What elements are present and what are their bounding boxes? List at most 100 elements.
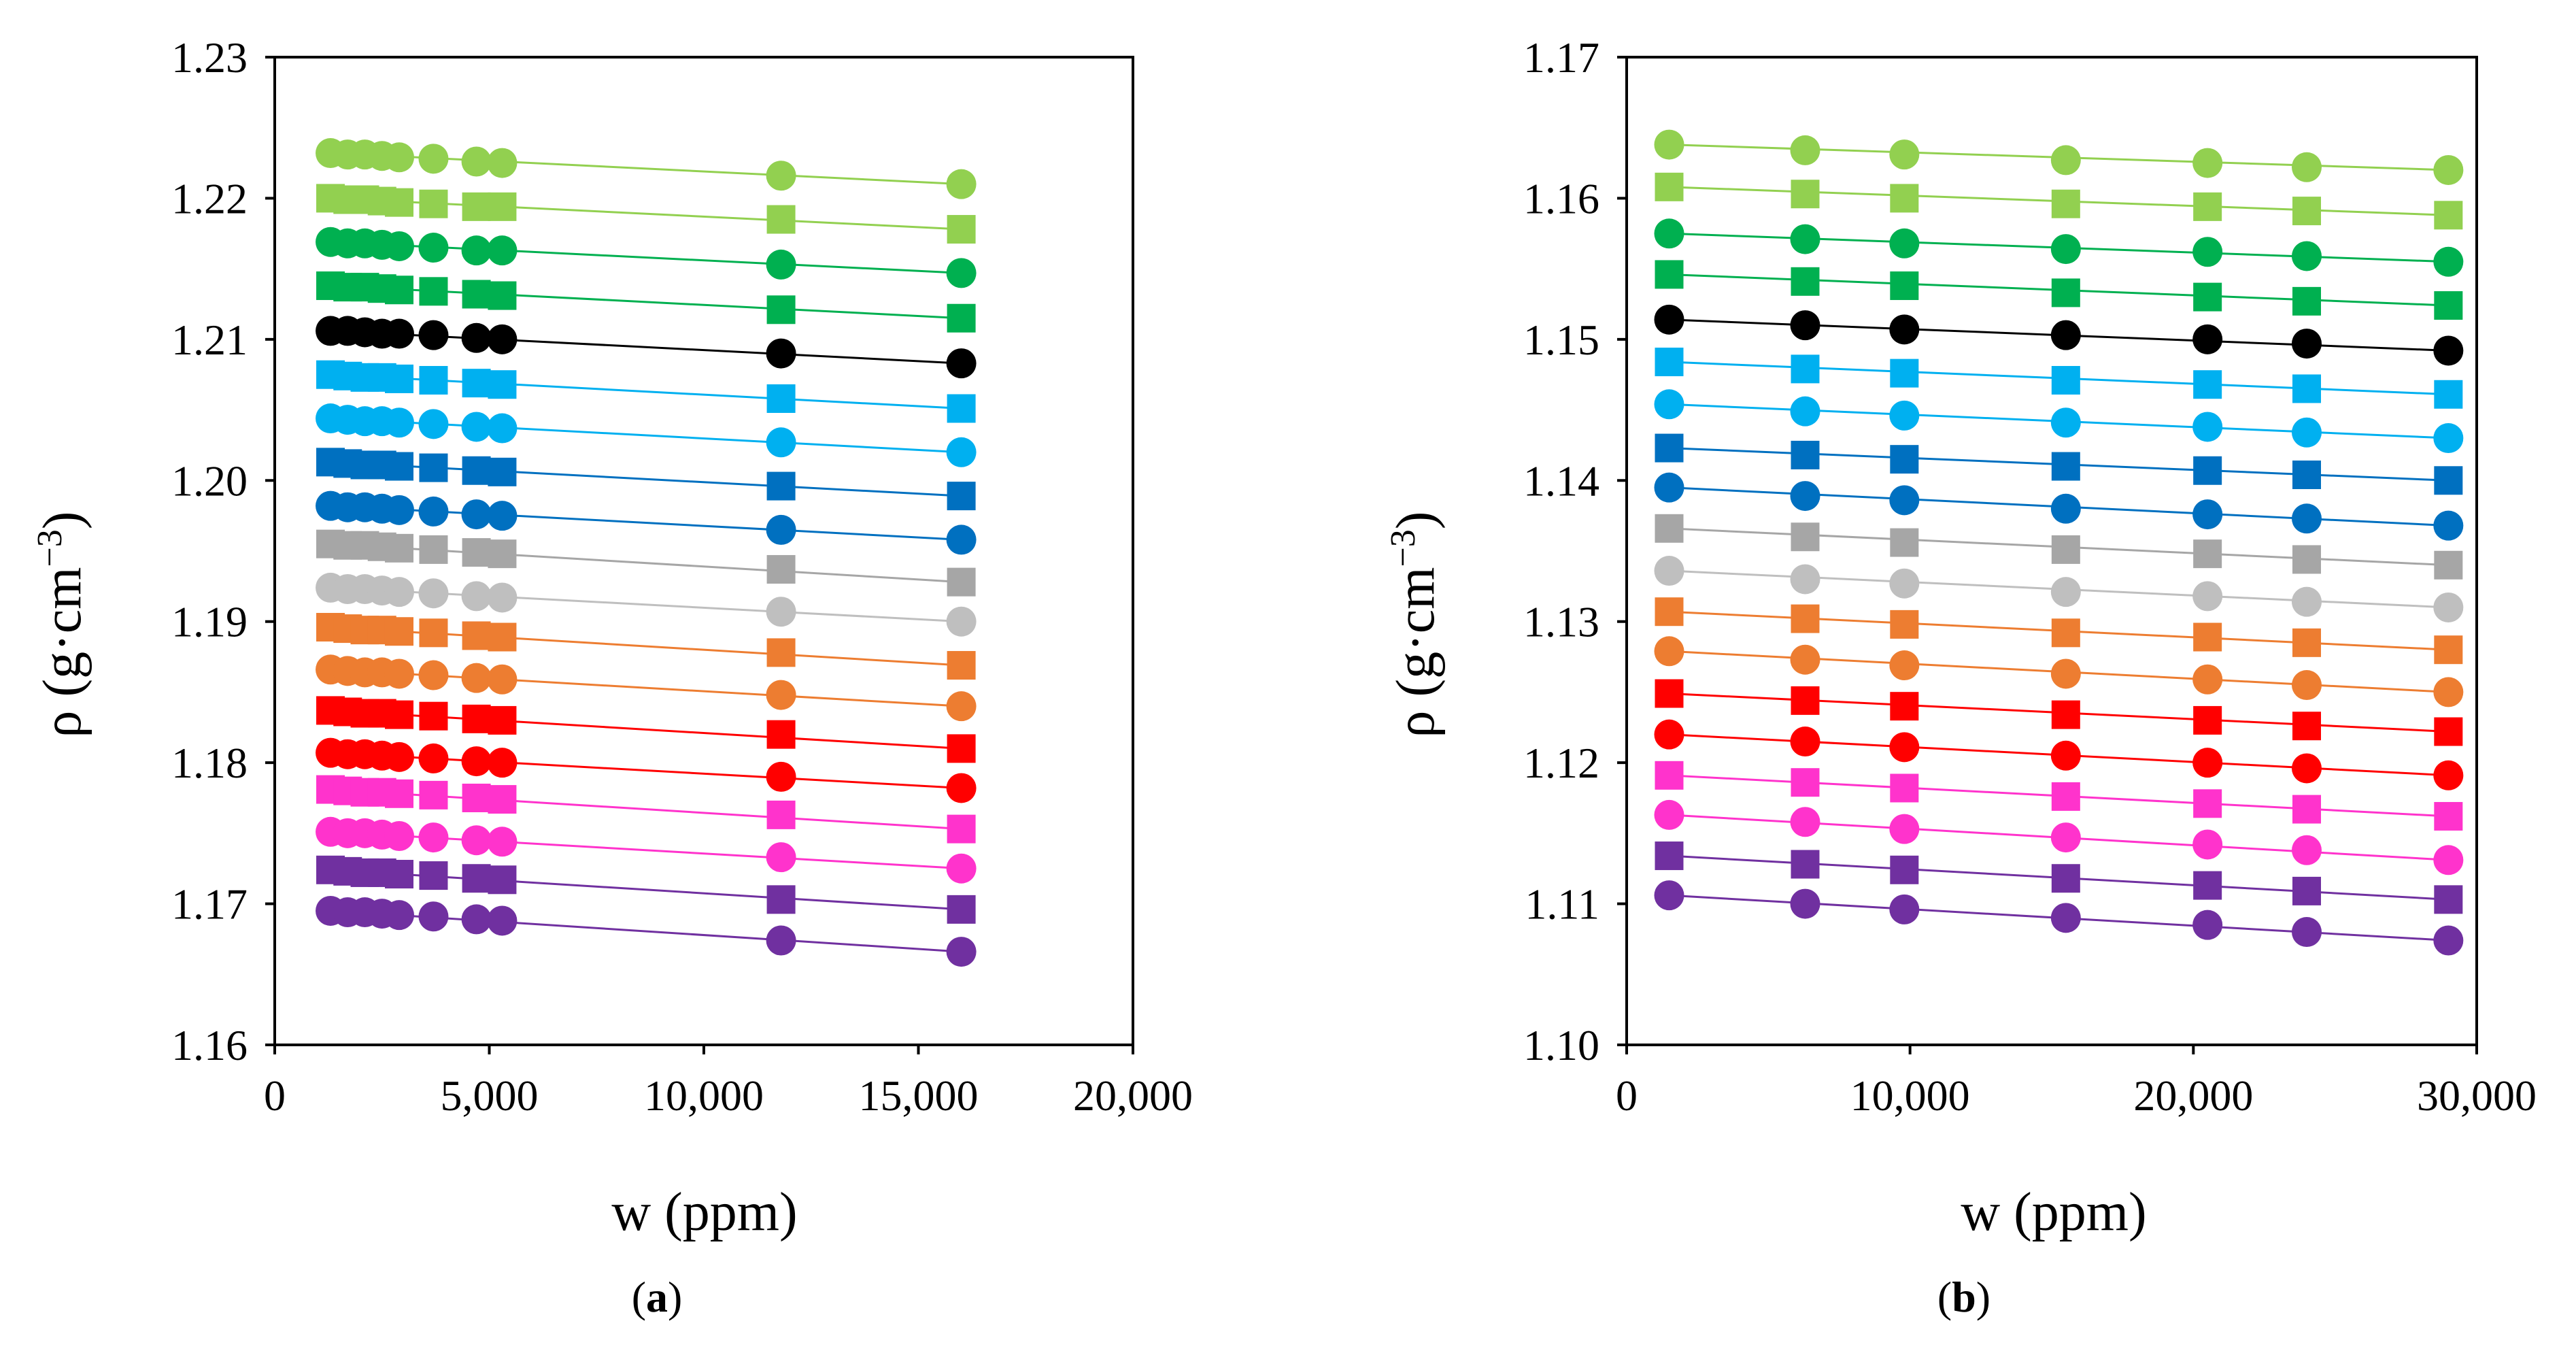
panel-b-series-13-point-2 [1890, 692, 1919, 721]
panel-a-series-16-point-7 [487, 827, 518, 857]
panel-b-series-12-point-0 [1654, 636, 1684, 667]
panel-a-series-6-point-8 [766, 427, 796, 458]
panel-a-series-13 [316, 696, 976, 763]
panel-b-series-4-point-0 [1654, 304, 1684, 335]
panel-a-series-8-point-9 [946, 524, 977, 555]
panel-b-series-2-point-2 [1889, 228, 1920, 258]
panel-a-series-1-point-5 [419, 189, 448, 218]
panel-b-y-tick-label-1: 1.11 [1525, 880, 1599, 929]
panel-a-series-17-point-6 [462, 864, 491, 893]
panel-b-series-17 [1655, 841, 2463, 914]
panel-b-series-17-point-2 [1890, 855, 1919, 884]
panel-a-series-16-point-9 [946, 853, 977, 884]
panel-b-series-10-point-6 [2433, 592, 2464, 622]
panel-b-series-0-point-1 [1790, 135, 1820, 165]
panel-b-series-12-point-3 [2050, 658, 2081, 689]
panel-b-series-10-point-4 [2192, 581, 2223, 612]
panel-a-y-tick-label-4: 1.20 [171, 456, 248, 505]
panel-a-series-12-point-8 [766, 680, 796, 710]
panel-b-series-13-point-5 [2292, 712, 2321, 741]
panel-b-series-15-point-5 [2292, 795, 2321, 824]
panel-b-series-4 [1654, 304, 2464, 366]
panel-a-y-tick-label-6: 1.22 [171, 174, 248, 222]
panel-a-series-0 [316, 138, 977, 199]
panel-a-series-15-point-4 [384, 779, 413, 808]
panel-a-series-16-point-8 [766, 842, 796, 873]
panel-b-series-5 [1655, 348, 2463, 409]
panel-b-series-1 [1655, 172, 2463, 230]
panel-b-series-11-point-6 [2434, 635, 2463, 665]
panel-a-series-5-point-7 [488, 370, 517, 399]
panel-b-series-15-point-3 [2051, 782, 2080, 811]
panel-b-series-6-point-2 [1889, 400, 1920, 431]
panel-b-series-9-point-0 [1655, 514, 1684, 543]
panel-a-series-11 [316, 613, 976, 680]
panel-b-series-8-point-6 [2433, 510, 2464, 541]
panel-b-series-15-point-6 [2434, 801, 2463, 831]
panel-a-series-4-point-8 [766, 338, 796, 369]
panel-a-series-14-point-4 [384, 741, 414, 772]
panel-b-series-16-point-0 [1654, 799, 1684, 830]
panel-a-series-11-point-8 [766, 638, 796, 667]
panel-b-series-14-point-5 [2292, 753, 2322, 784]
panel-b-series-12-point-1 [1790, 644, 1820, 675]
panel-b-series-10-point-0 [1654, 556, 1684, 586]
panel-b-series-5-point-5 [2292, 374, 2321, 403]
panel-a-series-13-point-4 [384, 700, 413, 729]
panel-a-series-14-point-9 [946, 773, 977, 803]
panel-b-series-8-point-2 [1889, 485, 1920, 516]
panel-a-series-18 [316, 895, 977, 967]
panel-a-series-9-point-4 [384, 533, 413, 563]
panel-a-series-18-point-8 [766, 925, 796, 956]
panel-a-series-6-point-9 [946, 437, 977, 467]
panel-a-series-0-point-5 [418, 144, 449, 174]
panel-a-series-17-point-4 [384, 860, 413, 889]
panel-b-series-11-point-5 [2292, 628, 2321, 657]
panel-a-series-7-point-5 [419, 453, 448, 482]
panel-b-series-0-point-5 [2292, 152, 2322, 182]
panel-a-series-13-point-8 [766, 720, 796, 749]
panel-b-series-16-point-6 [2433, 845, 2464, 875]
panel-a-series-15-point-8 [766, 800, 796, 829]
panel-a-series-2-point-4 [384, 231, 414, 261]
panel-b-series-11-point-2 [1890, 610, 1919, 639]
panel-a-series-6-point-5 [418, 409, 449, 439]
panel-a-series-15 [316, 775, 976, 844]
panel-a-y-tick-label-5: 1.21 [171, 316, 248, 364]
panel-a-series-2-point-9 [946, 258, 977, 288]
panel-b-series-7-point-6 [2434, 466, 2463, 495]
panel-b-series-10-point-3 [2050, 577, 2081, 607]
panel-a-series-14-point-5 [418, 743, 449, 773]
panel-a-series-17 [316, 855, 976, 924]
panel-a-series-3-point-4 [384, 276, 413, 305]
panel-a-series-13-point-6 [462, 704, 491, 733]
panel-b-series-4-point-1 [1790, 310, 1820, 341]
panel-b-series-15-point-0 [1655, 761, 1684, 790]
panel-a-series-4-point-6 [461, 322, 492, 353]
panel-a-y-axis-label: ρ (g·cm−3) [31, 512, 92, 738]
panel-b-series-13-point-6 [2434, 717, 2463, 746]
panel-b-series-18 [1654, 880, 2464, 956]
panel-b-x-tick-label-0: 0 [1616, 1071, 1638, 1120]
panel-b-series-13-point-0 [1655, 679, 1684, 708]
panel-a-series-7-point-4 [384, 452, 413, 481]
panel-a-series-5-point-8 [766, 384, 796, 413]
panel-a-series-13-point-9 [947, 734, 976, 763]
panel-b-series-14-point-2 [1889, 732, 1920, 763]
panel-a-x-tick-label-2: 10,000 [644, 1071, 764, 1120]
panel-b-series-5-point-3 [2051, 366, 2080, 395]
panel-b-series-6-point-5 [2292, 417, 2322, 448]
panel-a-series-17-point-7 [488, 865, 517, 895]
panel-a-series-4-point-7 [487, 324, 518, 354]
panel-b-series-17-point-1 [1791, 850, 1820, 879]
panel-b-series-18-point-0 [1654, 880, 1684, 911]
panel-b-series-4-point-3 [2050, 320, 2081, 350]
panel-b-series-17-point-5 [2292, 876, 2321, 905]
panel-b-series-7-point-1 [1791, 440, 1820, 469]
panel-a-series-0-point-4 [384, 142, 414, 173]
panel-a-series-0-point-9 [946, 169, 977, 199]
panel-a-series-10-point-9 [946, 606, 977, 637]
panel-b-series-18-point-4 [2192, 910, 2223, 940]
panel-b-series-14-point-4 [2192, 748, 2223, 778]
